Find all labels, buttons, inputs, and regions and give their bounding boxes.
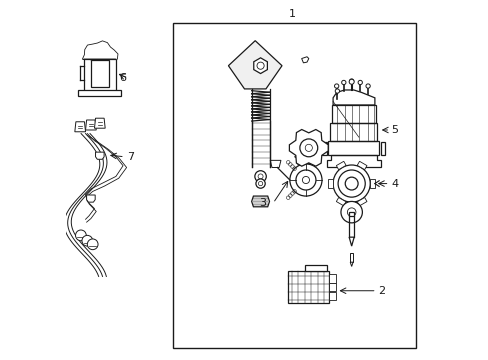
Text: 5: 5 bbox=[391, 125, 398, 135]
Circle shape bbox=[305, 144, 312, 152]
Polygon shape bbox=[82, 41, 118, 59]
Polygon shape bbox=[253, 58, 267, 73]
Circle shape bbox=[258, 181, 262, 186]
Circle shape bbox=[349, 79, 353, 83]
Polygon shape bbox=[289, 130, 327, 166]
Circle shape bbox=[365, 84, 369, 88]
Circle shape bbox=[299, 139, 317, 157]
Bar bbox=[328, 292, 336, 300]
Polygon shape bbox=[336, 161, 346, 170]
Circle shape bbox=[357, 80, 362, 85]
Bar bbox=[349, 253, 352, 262]
Polygon shape bbox=[95, 152, 104, 159]
Circle shape bbox=[348, 79, 353, 84]
Bar bbox=[328, 274, 336, 283]
Polygon shape bbox=[228, 41, 282, 89]
Circle shape bbox=[82, 235, 93, 246]
Circle shape bbox=[257, 62, 264, 69]
Circle shape bbox=[341, 80, 345, 85]
Polygon shape bbox=[369, 179, 374, 188]
Circle shape bbox=[302, 176, 309, 184]
Polygon shape bbox=[75, 122, 85, 132]
Text: 7: 7 bbox=[126, 152, 134, 162]
Bar bbox=[348, 212, 353, 216]
Bar bbox=[305, 265, 326, 271]
Polygon shape bbox=[348, 237, 353, 246]
Polygon shape bbox=[357, 198, 366, 206]
Circle shape bbox=[340, 202, 362, 223]
Circle shape bbox=[346, 208, 355, 216]
Circle shape bbox=[258, 174, 263, 179]
Polygon shape bbox=[85, 120, 96, 130]
Polygon shape bbox=[328, 179, 332, 188]
Text: 3: 3 bbox=[259, 198, 265, 208]
Circle shape bbox=[334, 84, 338, 88]
Polygon shape bbox=[251, 196, 269, 207]
Polygon shape bbox=[349, 262, 352, 266]
Polygon shape bbox=[94, 118, 105, 128]
Text: 2: 2 bbox=[377, 286, 385, 296]
Bar bbox=[78, 90, 121, 96]
Bar bbox=[173, 23, 415, 348]
Circle shape bbox=[345, 177, 357, 190]
Text: 4: 4 bbox=[390, 179, 397, 189]
Circle shape bbox=[295, 170, 315, 190]
Polygon shape bbox=[357, 161, 366, 170]
Circle shape bbox=[337, 170, 365, 197]
Bar bbox=[287, 271, 328, 303]
Polygon shape bbox=[86, 195, 95, 202]
Bar bbox=[91, 60, 108, 87]
Polygon shape bbox=[294, 145, 317, 168]
Text: 6: 6 bbox=[120, 73, 126, 83]
Circle shape bbox=[75, 230, 86, 241]
Circle shape bbox=[254, 171, 266, 182]
Bar bbox=[83, 59, 116, 91]
Text: 1: 1 bbox=[288, 9, 296, 19]
Circle shape bbox=[335, 89, 339, 93]
Circle shape bbox=[289, 164, 322, 196]
Bar bbox=[328, 283, 336, 292]
Polygon shape bbox=[336, 198, 346, 206]
Circle shape bbox=[87, 239, 98, 249]
Circle shape bbox=[301, 153, 309, 161]
Circle shape bbox=[332, 165, 369, 202]
Circle shape bbox=[255, 179, 264, 188]
